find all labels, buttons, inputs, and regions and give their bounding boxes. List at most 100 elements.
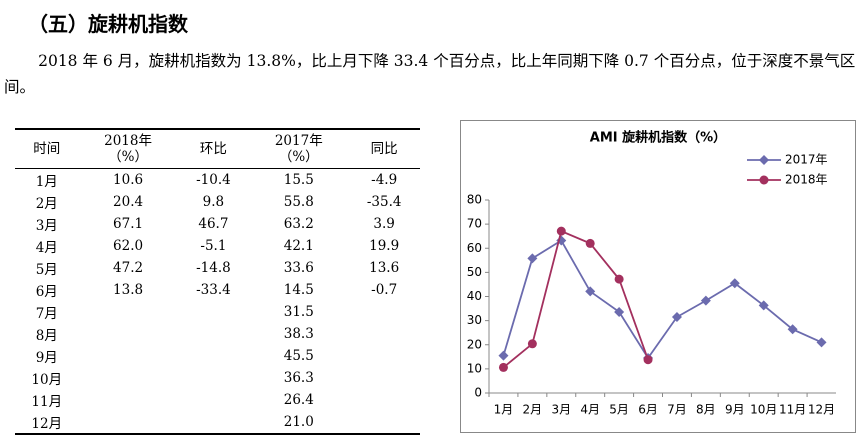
data-point xyxy=(556,226,566,236)
table-cell: -4.9 xyxy=(371,172,398,188)
table-cell: 33.6 xyxy=(283,260,314,276)
table-cell xyxy=(79,345,178,367)
table-row: 2月 20.4 9.8 55.8 -35.4 xyxy=(15,191,420,213)
table-cell: 13.6 xyxy=(369,260,400,276)
table-cell: 1月 xyxy=(35,174,58,190)
table-cell xyxy=(178,367,250,389)
chart: AMI 旋耕机指数（%） 0 10 20 30 40 50 60 70 80 1月 2月 3月 4月 5月… xyxy=(460,120,856,433)
x-tick-label: 8月 xyxy=(696,403,716,417)
table-row: 12月 21.0 xyxy=(15,411,420,435)
x-tick-label: 12月 xyxy=(808,403,835,417)
table-cell xyxy=(178,301,250,323)
x-tick-label: 2月 xyxy=(523,403,543,417)
header-cell: 同比 xyxy=(348,128,420,169)
table-cell xyxy=(348,389,420,411)
table-row: 7月 31.5 xyxy=(15,301,420,323)
data-point xyxy=(787,324,798,335)
data-point xyxy=(816,337,827,348)
table-cell: 10.6 xyxy=(113,172,144,188)
y-tick-label: 0 xyxy=(474,386,482,400)
table-cell: -14.8 xyxy=(196,260,231,276)
x-tick-label: 6月 xyxy=(638,403,658,417)
x-tick-label: 3月 xyxy=(551,403,571,417)
table-row: 11月 26.4 xyxy=(15,389,420,411)
data-point xyxy=(527,253,538,264)
table-cell: 38.3 xyxy=(283,326,314,342)
table-cell xyxy=(79,323,178,345)
data-point xyxy=(643,355,653,365)
table-cell: 19.9 xyxy=(369,238,400,254)
table-cell: 13.8 xyxy=(113,282,144,298)
table-cell: 67.1 xyxy=(113,216,144,232)
data-point xyxy=(498,362,508,372)
y-tick-label: 50 xyxy=(467,265,482,279)
legend-marker xyxy=(759,155,769,165)
data-point xyxy=(498,350,509,361)
table-cell: 3.9 xyxy=(373,216,395,232)
y-tick-label: 80 xyxy=(467,193,482,207)
data-point xyxy=(729,278,740,289)
x-tick-label: 5月 xyxy=(609,403,629,417)
data-point xyxy=(614,306,625,317)
table-cell: 10月 xyxy=(31,372,63,388)
table-cell: 62.0 xyxy=(113,238,144,254)
legend-label: 2017年 xyxy=(785,153,828,167)
header-cell: 2018年 （%） xyxy=(78,128,178,169)
table-cell: 15.5 xyxy=(283,172,314,188)
table-cell: 36.3 xyxy=(283,370,314,386)
table-cell: 12月 xyxy=(15,411,79,435)
table-cell xyxy=(178,323,250,345)
x-tick-label: 9月 xyxy=(725,403,745,417)
table-cell: -10.4 xyxy=(196,172,231,188)
table-row: 4月 62.0 -5.1 42.1 19.9 xyxy=(15,235,420,257)
legend-marker xyxy=(759,175,769,185)
x-tick-label: 1月 xyxy=(494,403,514,417)
data-point xyxy=(758,300,769,311)
table-cell: -35.4 xyxy=(366,194,402,210)
data-table: 时间 2018年 （%） 环比 2017年 （%） 同比 1月 10.6 -10.4 15.5 -… xyxy=(15,128,420,435)
data-point xyxy=(585,238,595,248)
table-cell: 9月 xyxy=(35,350,58,366)
data-point xyxy=(527,339,537,349)
data-point xyxy=(585,286,596,297)
table-cell: 3月 xyxy=(35,218,58,234)
x-tick-label: 10月 xyxy=(750,403,777,417)
table-cell: 31.5 xyxy=(283,304,314,320)
table-cell: 47.2 xyxy=(113,260,144,276)
table-cell xyxy=(78,411,178,435)
table-cell xyxy=(348,411,420,435)
table-cell: 42.1 xyxy=(283,238,314,254)
series-line xyxy=(502,239,822,360)
table-cell xyxy=(79,389,178,411)
data-point xyxy=(700,295,711,306)
header-cell: 2017年 （%） xyxy=(249,128,349,169)
table-cell: 5月 xyxy=(35,262,58,278)
y-tick-label: 70 xyxy=(467,217,482,231)
x-tick-label: 4月 xyxy=(580,403,600,417)
table-cell: 4月 xyxy=(35,240,58,256)
y-tick-label: 60 xyxy=(467,241,482,255)
table-row: 5月 47.2 -14.8 33.6 13.6 xyxy=(15,257,420,279)
table-row: 1月 10.6 -10.4 15.5 -4.9 xyxy=(15,169,420,192)
table-row: 9月 45.5 xyxy=(15,345,420,367)
table-row: 10月 36.3 xyxy=(15,367,420,389)
table-cell: -0.7 xyxy=(371,282,398,298)
table-cell: 45.5 xyxy=(283,348,314,364)
x-tick-label: 7月 xyxy=(667,403,687,417)
header-row: 时间 2018年 （%） 环比 2017年 （%） 同比 xyxy=(15,128,420,169)
table-cell xyxy=(177,411,250,435)
chart-frame xyxy=(460,120,856,433)
table-cell xyxy=(178,345,250,367)
table-cell: 2月 xyxy=(35,196,58,212)
table-cell xyxy=(348,345,420,367)
legend-label: 2018年 xyxy=(785,173,828,187)
table-cell xyxy=(79,301,178,323)
header-cell: 时间 xyxy=(15,128,79,169)
x-tick-label: 11月 xyxy=(779,403,806,417)
data-point xyxy=(671,312,682,323)
table-cell xyxy=(348,367,420,389)
table-cell: 26.4 xyxy=(283,392,314,408)
table-cell: 14.5 xyxy=(283,282,314,298)
y-tick-label: 10 xyxy=(467,361,482,375)
